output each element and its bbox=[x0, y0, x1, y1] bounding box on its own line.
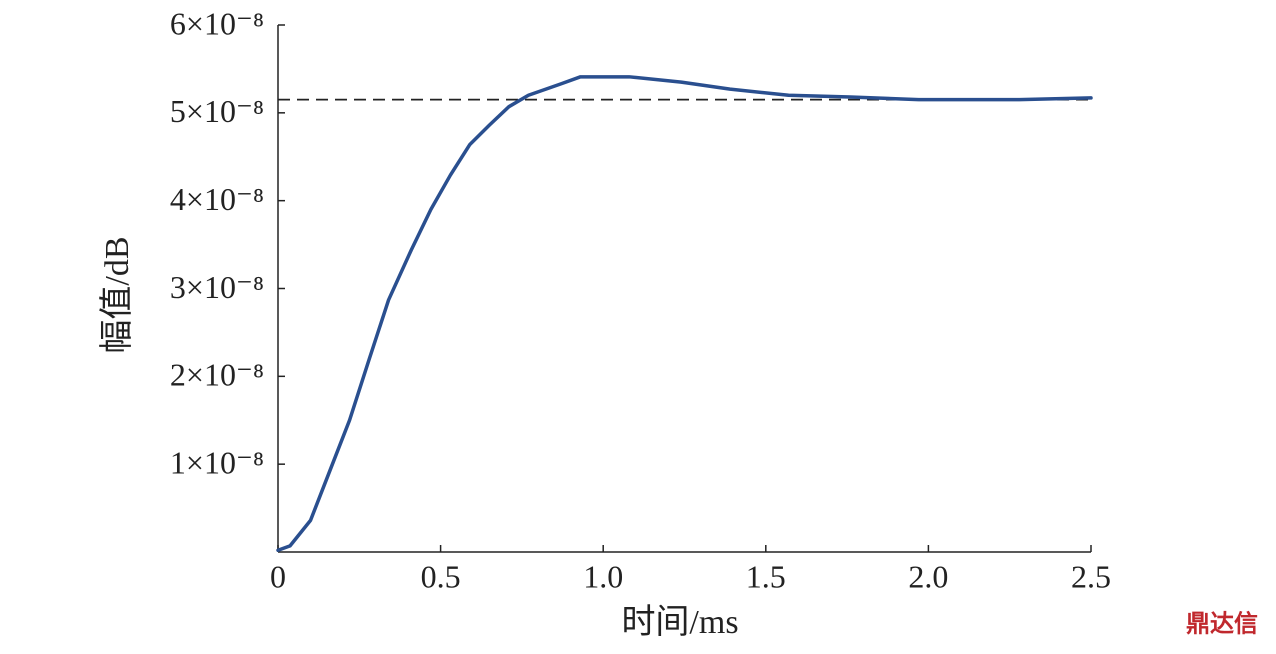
y-tick-label: 6×10⁻⁸ bbox=[170, 5, 264, 41]
y-tick-label: 1×10⁻⁸ bbox=[170, 445, 264, 481]
x-tick-label: 1.0 bbox=[583, 558, 623, 594]
y-tick-label: 4×10⁻⁸ bbox=[170, 181, 264, 217]
y-axis-title: 幅值/dB bbox=[98, 236, 136, 353]
x-axis-title: 时间/ms bbox=[621, 604, 738, 641]
x-tick-label: 0 bbox=[270, 558, 286, 594]
y-tick-label: 5×10⁻⁸ bbox=[170, 93, 264, 129]
data-line bbox=[276, 75, 1093, 552]
watermark: 鼎达信 bbox=[1186, 610, 1258, 638]
x-tick-label: 0.5 bbox=[421, 558, 461, 594]
x-tick-label: 2.5 bbox=[1071, 558, 1111, 594]
y-tick-label: 3×10⁻⁸ bbox=[170, 269, 264, 305]
x-tick-label: 2.0 bbox=[908, 558, 948, 594]
y-tick-label: 2×10⁻⁸ bbox=[170, 357, 264, 393]
x-tick-label: 1.5 bbox=[746, 558, 786, 594]
